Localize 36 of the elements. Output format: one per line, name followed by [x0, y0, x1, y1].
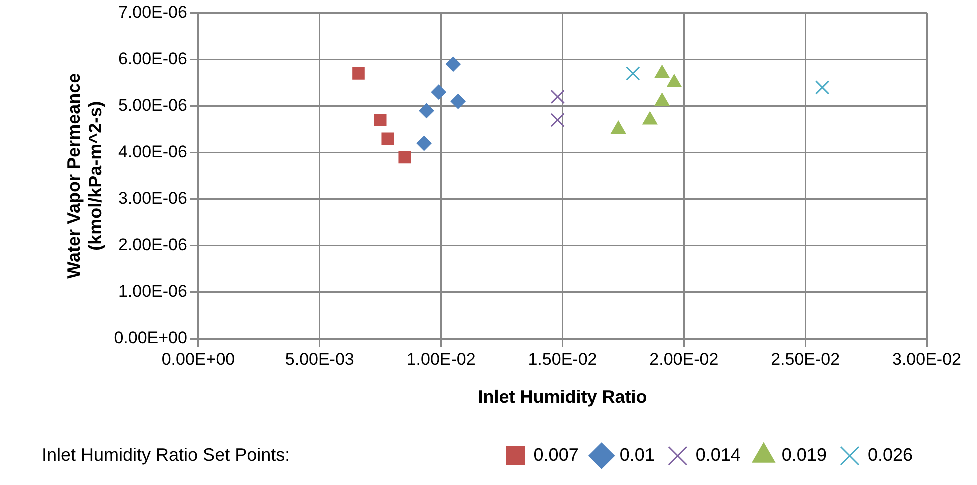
- x-tick-label: 1.50E-02: [528, 350, 598, 369]
- legend-label: 0.01: [620, 444, 655, 465]
- point: [450, 94, 466, 110]
- x-tick-label: 2.50E-02: [771, 350, 840, 369]
- x-axis-title: Inlet Humidity Ratio: [478, 387, 648, 408]
- point: [352, 68, 365, 80]
- point: [431, 84, 446, 100]
- point: [815, 80, 830, 95]
- legend-label: 0.014: [696, 444, 741, 465]
- point: [398, 151, 412, 164]
- y-tick-label: 4.00E-06: [118, 142, 188, 162]
- y-tick-label: 3.00E-06: [118, 189, 188, 208]
- point: [626, 66, 640, 81]
- y-tick-label: 7.00E-06: [118, 2, 188, 22]
- y-tick-label: 2.00E-06: [118, 236, 188, 255]
- point: [374, 114, 387, 126]
- point: [550, 90, 565, 104]
- x-tick-label: 0.00E+00: [162, 350, 236, 369]
- y-tick-label: 0.00E+00: [114, 328, 188, 348]
- legend-label: 0.007: [534, 444, 579, 465]
- y-tick-label: 5.00E-06: [118, 96, 188, 115]
- point: [446, 56, 461, 72]
- y-axis-title: Water Vapor Permeance (kmol/kPa-m^2-s): [64, 73, 106, 279]
- x-tick-label: 2.00E-02: [650, 350, 719, 369]
- point: [550, 113, 565, 128]
- x-tick-label: 3.00E-02: [892, 350, 962, 369]
- y-tick-label: 6.00E-06: [118, 49, 188, 68]
- legend-label: 0.019: [782, 444, 827, 465]
- point: [382, 132, 394, 146]
- point: [416, 136, 432, 152]
- y-tick-label: 1.00E-06: [118, 282, 188, 302]
- x-tick-label: 5.00E-03: [285, 350, 354, 369]
- legend-title: Inlet Humidity Ratio Set Points:: [42, 444, 290, 465]
- legend-label: 0.026: [868, 444, 914, 465]
- x-tick-label: 1.00E-02: [406, 350, 476, 369]
- point: [419, 103, 434, 118]
